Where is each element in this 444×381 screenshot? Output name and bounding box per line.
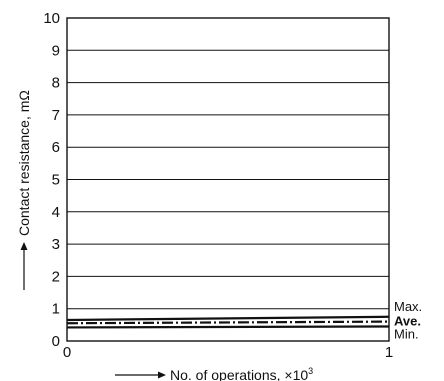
- y-tick-label: 1: [52, 301, 60, 318]
- plot-frame: [66, 17, 390, 342]
- y-tick-label: 7: [52, 107, 60, 124]
- x-axis-label-exponent: 3: [308, 366, 313, 376]
- series-line-min: [66, 325, 390, 329]
- series-label: Min.: [394, 326, 419, 341]
- series-line-ave: [66, 320, 390, 325]
- y-tick-label: 5: [52, 172, 60, 189]
- series-label: Max.: [394, 299, 422, 314]
- y-tick-label: 0: [52, 333, 60, 350]
- y-tick-labels: 0 1 2 3 4 5 6 7 8 9 10: [43, 10, 60, 350]
- y-tick-label: 6: [52, 139, 60, 156]
- x-axis-label-group: No. of operations, ×103: [115, 366, 313, 381]
- y-axis-arrow-head: [20, 242, 28, 250]
- grid-lines: [67, 49, 389, 310]
- y-axis-label: Contact resistance, mΩ: [16, 90, 32, 236]
- y-tick-label: 2: [52, 268, 60, 285]
- x-tick-label: 0: [63, 344, 71, 361]
- series-labels: Max.Ave.Min.: [394, 299, 422, 342]
- x-tick-label: 1: [385, 344, 393, 361]
- x-axis-label-text: No. of operations, ×103: [170, 366, 313, 381]
- y-tick-label: 8: [52, 75, 60, 92]
- y-tick-label: 3: [52, 236, 60, 253]
- series-lines: [66, 315, 390, 329]
- series-line-max: [66, 315, 390, 322]
- x-axis-arrow-head: [158, 371, 166, 379]
- y-tick-label: 9: [52, 42, 60, 59]
- series-label: Ave.: [394, 314, 421, 329]
- y-tick-label: 10: [43, 10, 60, 27]
- y-axis-label-group: Contact resistance, mΩ: [16, 90, 32, 290]
- x-axis-label: No. of operations, ×10: [170, 367, 308, 381]
- y-tick-label: 4: [52, 204, 60, 221]
